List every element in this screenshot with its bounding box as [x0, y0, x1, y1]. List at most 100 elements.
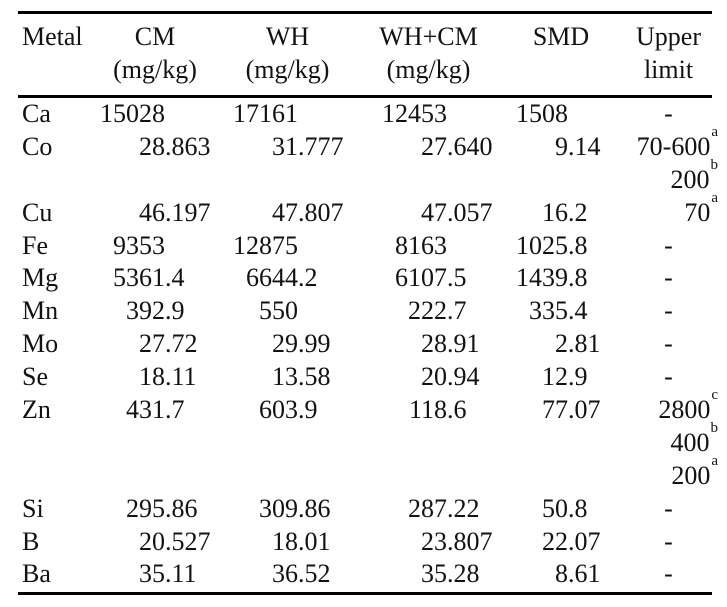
- smd-fraction-part: [568, 460, 620, 493]
- smd-value-cell: 16.2: [502, 197, 620, 230]
- smd-value-cell: [502, 427, 620, 460]
- cm-value-cell: 27.72: [90, 328, 220, 361]
- wh-integer-part: 36: [272, 559, 298, 589]
- smd-value-cell: 335.4: [502, 295, 620, 328]
- cm-fraction-part: [165, 427, 220, 460]
- whcm-integer-part: [355, 164, 447, 197]
- smd-fraction-part: [568, 98, 620, 131]
- col-header-wh-line2: (mg/kg): [245, 55, 330, 84]
- smd-integer-part: 8: [555, 559, 568, 589]
- table-bottom-rule: [18, 592, 712, 595]
- col-header-whcm: WH+CM (mg/kg): [355, 20, 502, 95]
- cm-integer-part: 28: [139, 131, 165, 161]
- whcm-integer-part: 12453: [382, 99, 447, 128]
- cm-fraction-part: .7: [165, 395, 185, 425]
- upper-limit-superscript: b: [710, 157, 719, 174]
- whcm-fraction-part: .640: [447, 131, 493, 161]
- wh-fraction-part: [298, 427, 355, 460]
- col-header-whcm-line1: WH+CM: [379, 22, 478, 51]
- cm-integer-part: 5361: [113, 263, 165, 293]
- wh-fraction-part: .52: [298, 559, 331, 589]
- cm-fraction-part: .527: [165, 526, 211, 556]
- top-margin: [0, 0, 727, 11]
- wh-integer-part: [220, 164, 298, 197]
- upper-limit-cell: 200b: [670, 157, 719, 194]
- smd-value-cell: [502, 164, 620, 197]
- whcm-fraction-part: .28: [447, 559, 480, 589]
- whcm-value-cell: 28.91: [355, 328, 502, 361]
- table-top-rule: [18, 11, 712, 14]
- wh-integer-part: 18: [272, 526, 298, 556]
- whcm-fraction-part: [447, 98, 502, 131]
- whcm-value-cell: 8163: [355, 230, 502, 263]
- cm-value-cell: 295.86: [90, 493, 220, 526]
- cm-integer-part: 20: [139, 526, 165, 556]
- cm-integer-part: 46: [139, 197, 165, 227]
- wh-value-cell: 13.58: [220, 361, 355, 394]
- upper-limit-cell: -: [664, 230, 673, 260]
- wh-fraction-part: .777: [298, 131, 344, 161]
- metal-cell: Mg: [22, 263, 59, 293]
- wh-fraction-part: [298, 98, 355, 131]
- table-row: 200a: [0, 454, 727, 493]
- table-row: 400b: [0, 421, 727, 460]
- wh-integer-part: 31: [272, 131, 298, 161]
- metal-cell: Mo: [22, 329, 59, 359]
- table-body: Ca 15028 17161 12453 1508- Co 28.863 31.777 27.6…: [0, 98, 727, 592]
- smd-value-cell: [502, 460, 620, 493]
- table-row: Ca 15028 17161 12453 1508 -: [0, 98, 727, 131]
- wh-value-cell: 47.807: [220, 197, 355, 230]
- table-header-row: Metal CM (mg/kg) WH (mg/kg) WH+CM (mg/kg…: [0, 14, 727, 95]
- wh-integer-part: 309: [259, 493, 298, 523]
- whcm-integer-part: 47: [421, 197, 447, 227]
- whcm-fraction-part: .057: [447, 197, 493, 227]
- smd-value-cell: 22.07: [502, 526, 620, 559]
- upper-limit-cell: 70-600a: [636, 124, 718, 161]
- upper-limit-superscript: a: [711, 453, 718, 470]
- wh-integer-part: 6644: [246, 263, 298, 293]
- metal-cell: Mn: [22, 296, 59, 326]
- smd-value-cell: 9.14: [502, 131, 620, 164]
- cm-value-cell: 5361.4: [90, 262, 220, 295]
- wh-fraction-part: .2: [298, 263, 318, 293]
- smd-integer-part: 1025: [516, 230, 568, 260]
- cm-integer-part: 35: [139, 559, 165, 589]
- wh-fraction-part: [298, 230, 355, 263]
- cm-value-cell: 28.863: [90, 131, 220, 164]
- metal-cell: Ba: [22, 559, 51, 589]
- whcm-value-cell: 23.807: [355, 526, 502, 559]
- cm-integer-part: 15028: [100, 99, 165, 128]
- col-header-smd: SMD: [502, 20, 620, 95]
- cm-value-cell: [90, 164, 220, 197]
- wh-fraction-part: .9: [298, 395, 318, 425]
- table-row: Fe 9353 12875 8163 1025.8 -: [0, 230, 727, 263]
- whcm-fraction-part: [447, 427, 502, 460]
- cm-integer-part: 295: [126, 493, 165, 523]
- cm-integer-part: [90, 460, 165, 493]
- smd-integer-part: 2: [555, 329, 568, 359]
- metal-cell: [0, 164, 90, 197]
- wh-value-cell: 29.99: [220, 328, 355, 361]
- metal-cell: Cu: [22, 197, 53, 227]
- cm-fraction-part: [165, 230, 220, 263]
- cm-fraction-part: .86: [165, 493, 198, 523]
- smd-integer-part: [502, 460, 568, 493]
- wh-value-cell: 603.9: [220, 394, 355, 427]
- wh-fraction-part: [298, 295, 355, 328]
- whcm-integer-part: 28: [421, 329, 447, 359]
- whcm-integer-part: 23: [421, 526, 447, 556]
- smd-integer-part: 22: [542, 526, 568, 556]
- smd-integer-part: 9: [555, 131, 568, 161]
- upper-limit-cell: 70a: [684, 190, 718, 227]
- smd-integer-part: [502, 427, 568, 460]
- cm-value-cell: [90, 460, 220, 493]
- smd-fraction-part: [568, 164, 620, 197]
- whcm-fraction-part: [447, 164, 502, 197]
- metal-cell: [0, 460, 90, 493]
- table-row: Mo 27.72 29.99 28.91 2.81-: [0, 328, 727, 361]
- upper-limit-superscript: a: [711, 124, 718, 141]
- whcm-value-cell: [355, 164, 502, 197]
- whcm-integer-part: 20: [421, 362, 447, 392]
- wh-value-cell: 12875: [220, 230, 355, 263]
- wh-fraction-part: [298, 460, 355, 493]
